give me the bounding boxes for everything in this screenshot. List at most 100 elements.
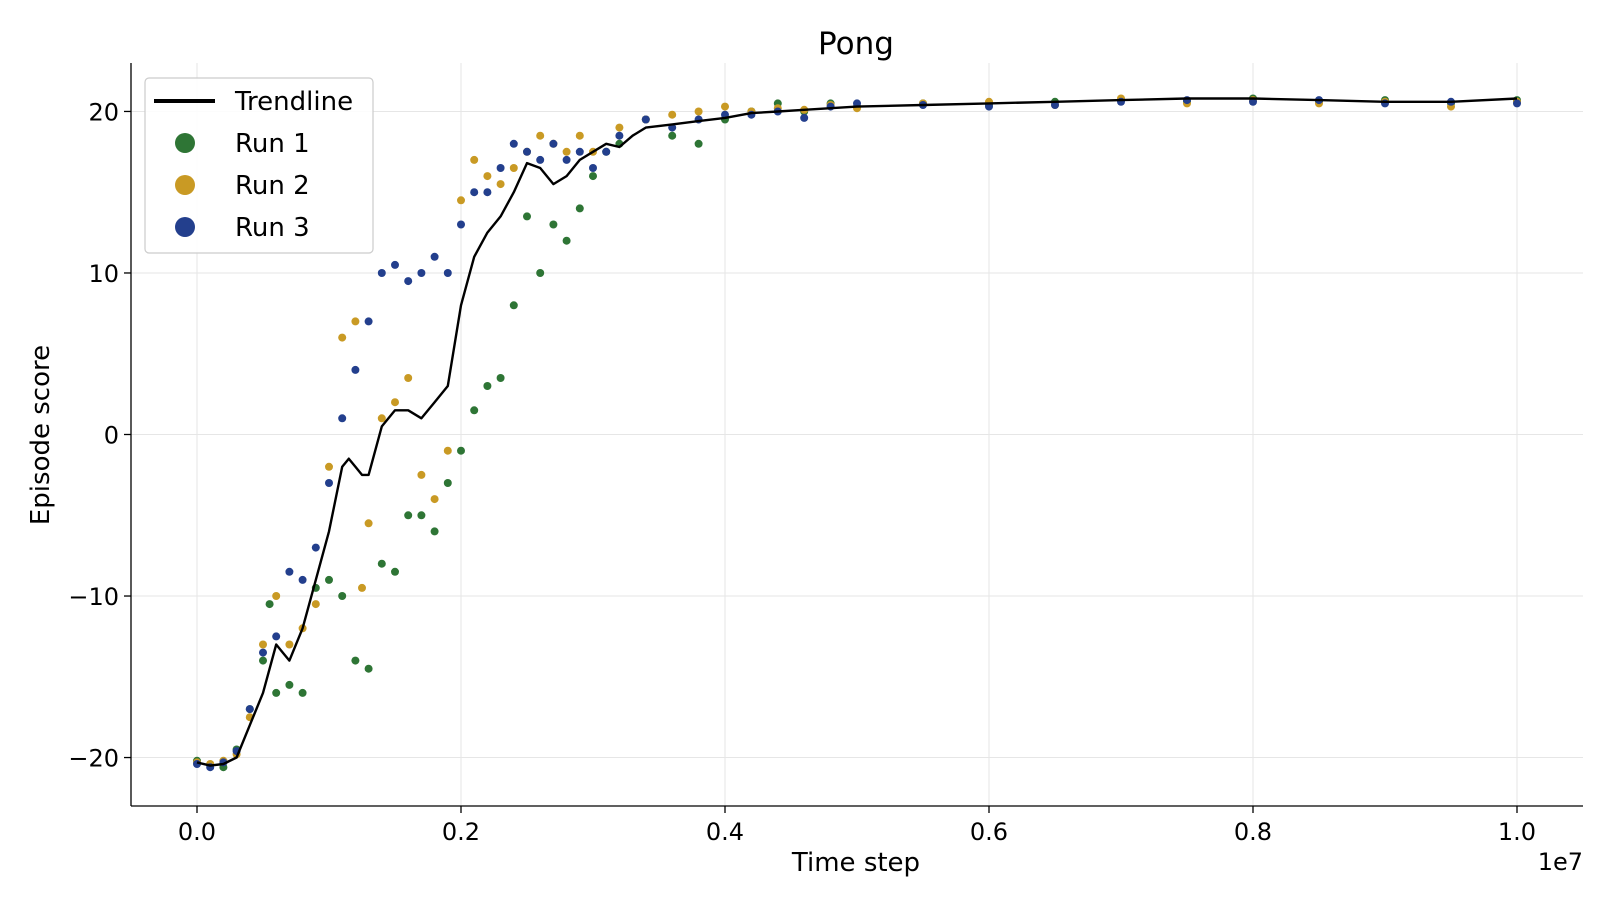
data-point (358, 583, 366, 592)
y-tick-label: −10 (68, 583, 119, 611)
data-point (259, 640, 267, 649)
run-3-points (193, 96, 1521, 772)
data-point (562, 147, 571, 156)
data-point (470, 188, 479, 197)
data-point (364, 519, 373, 528)
data-point (351, 317, 360, 326)
data-point (483, 172, 492, 181)
data-point (417, 269, 426, 277)
data-point (377, 414, 386, 423)
data-point (338, 592, 347, 600)
legend: Trendline Run 1 Run 2 Run 3 (144, 77, 374, 254)
y-axis-label: Episode score (26, 345, 56, 525)
data-point (311, 543, 320, 552)
y-tick-label: 10 (88, 260, 119, 288)
trendline (196, 97, 1518, 767)
data-point (417, 470, 426, 479)
data-point (259, 656, 267, 665)
data-point (272, 632, 281, 641)
legend-run3-swatch (175, 217, 195, 237)
data-point (351, 365, 360, 374)
data-point (536, 269, 545, 277)
chart-title: Pong (818, 26, 894, 62)
data-point (377, 559, 386, 568)
legend-run2-swatch (175, 175, 195, 195)
y-axis-ticks: −20 −10 0 10 20 (68, 98, 131, 773)
data-point (575, 131, 584, 140)
data-point (496, 164, 505, 172)
data-point (509, 164, 518, 172)
data-point (470, 406, 479, 415)
x-tick-label: 1.0 (1498, 818, 1536, 846)
data-point (351, 656, 360, 665)
data-point (615, 123, 624, 132)
data-point (285, 640, 294, 649)
data-point (470, 155, 479, 164)
data-point (483, 188, 492, 197)
data-point (417, 511, 426, 520)
data-point (562, 236, 571, 245)
data-point (496, 180, 505, 189)
data-point (1513, 99, 1521, 108)
legend-trendline-label: Trendline (234, 87, 353, 117)
data-point (325, 462, 333, 471)
data-point (325, 575, 333, 584)
data-point (391, 398, 399, 407)
x-axis-offset-label: 1e7 (1538, 848, 1583, 876)
data-point (589, 164, 597, 172)
data-point (509, 301, 518, 310)
data-point (443, 446, 452, 455)
y-tick-label: 0 (104, 422, 119, 450)
data-point (615, 131, 624, 140)
data-point (668, 110, 677, 119)
data-point (509, 139, 518, 148)
data-point (668, 131, 677, 140)
x-axis-ticks: 0.0 0.2 0.4 0.6 0.8 1.0 (178, 806, 1536, 846)
data-point (338, 414, 347, 423)
data-point (364, 664, 373, 673)
data-point (1183, 96, 1191, 105)
data-point (404, 277, 413, 286)
data-point (285, 567, 294, 576)
data-point (575, 147, 584, 156)
legend-run1-swatch (175, 133, 195, 153)
data-point (549, 220, 558, 229)
data-point (523, 212, 531, 221)
data-point (391, 260, 399, 269)
data-point (694, 139, 703, 148)
data-point (443, 479, 452, 487)
data-point (536, 131, 545, 140)
data-point (259, 648, 267, 657)
data-point (694, 107, 703, 116)
x-tick-label: 0.8 (1234, 818, 1272, 846)
legend-run3-label: Run 3 (235, 213, 310, 243)
data-point (265, 600, 274, 609)
legend-run1-label: Run 1 (235, 129, 310, 159)
data-point (338, 333, 347, 342)
data-point (377, 269, 386, 277)
data-point (430, 252, 439, 261)
plot-area (193, 94, 1521, 772)
data-point (641, 115, 650, 124)
data-point (404, 511, 413, 520)
x-tick-label: 0.2 (442, 818, 480, 846)
data-point (391, 567, 399, 576)
data-point (562, 155, 571, 164)
data-point (443, 269, 452, 277)
data-point (457, 446, 465, 455)
x-axis-label: Time step (791, 848, 920, 878)
data-point (457, 220, 465, 229)
run-2-points (193, 94, 1521, 768)
data-point (404, 374, 413, 382)
data-point (285, 680, 294, 689)
data-point (298, 688, 307, 697)
x-tick-label: 0.4 (706, 818, 744, 846)
data-point (245, 705, 254, 714)
data-point (272, 688, 281, 697)
data-point (364, 317, 373, 326)
data-point (800, 113, 809, 122)
data-point (523, 147, 531, 156)
data-point (575, 204, 584, 213)
legend-run2-label: Run 2 (235, 171, 310, 201)
